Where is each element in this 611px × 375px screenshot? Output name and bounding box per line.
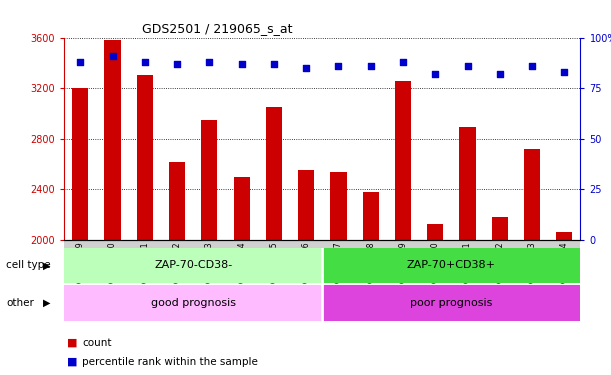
- Text: good prognosis: good prognosis: [151, 298, 236, 308]
- Bar: [266, 107, 282, 240]
- Bar: [331, 172, 346, 240]
- Bar: [298, 170, 314, 240]
- Point: [366, 63, 376, 69]
- Point: [140, 59, 150, 65]
- Bar: [524, 149, 540, 240]
- Bar: [323, 285, 580, 321]
- Point: [527, 63, 537, 69]
- Point: [172, 61, 182, 67]
- Point: [236, 61, 246, 67]
- Point: [463, 63, 472, 69]
- Text: ▶: ▶: [43, 260, 51, 270]
- Bar: [104, 40, 120, 240]
- Point: [301, 65, 311, 71]
- Text: cell type: cell type: [6, 260, 51, 270]
- Bar: [459, 128, 475, 240]
- Point: [560, 69, 569, 75]
- Bar: [201, 120, 218, 240]
- Text: ▶: ▶: [43, 298, 51, 308]
- Point: [269, 61, 279, 67]
- Bar: [323, 248, 580, 283]
- Bar: [395, 81, 411, 240]
- Text: ■: ■: [67, 338, 78, 348]
- Bar: [137, 75, 153, 240]
- Text: other: other: [6, 298, 34, 308]
- Text: percentile rank within the sample: percentile rank within the sample: [82, 357, 258, 367]
- Text: count: count: [82, 338, 112, 348]
- Bar: [169, 162, 185, 240]
- Bar: [427, 224, 444, 240]
- Text: ZAP-70+CD38+: ZAP-70+CD38+: [407, 260, 496, 270]
- Bar: [363, 192, 379, 240]
- Point: [495, 71, 505, 77]
- Text: ZAP-70-CD38-: ZAP-70-CD38-: [154, 260, 232, 270]
- Text: GDS2501 / 219065_s_at: GDS2501 / 219065_s_at: [142, 22, 292, 35]
- Point: [334, 63, 343, 69]
- Text: ■: ■: [67, 357, 78, 367]
- Point: [205, 59, 214, 65]
- Text: poor prognosis: poor prognosis: [410, 298, 492, 308]
- Bar: [64, 248, 323, 283]
- Point: [75, 59, 85, 65]
- Point: [430, 71, 440, 77]
- Point: [108, 53, 117, 59]
- Point: [398, 59, 408, 65]
- Bar: [64, 285, 323, 321]
- Bar: [492, 217, 508, 240]
- Bar: [556, 232, 573, 240]
- Bar: [72, 88, 89, 240]
- Bar: [233, 177, 250, 240]
